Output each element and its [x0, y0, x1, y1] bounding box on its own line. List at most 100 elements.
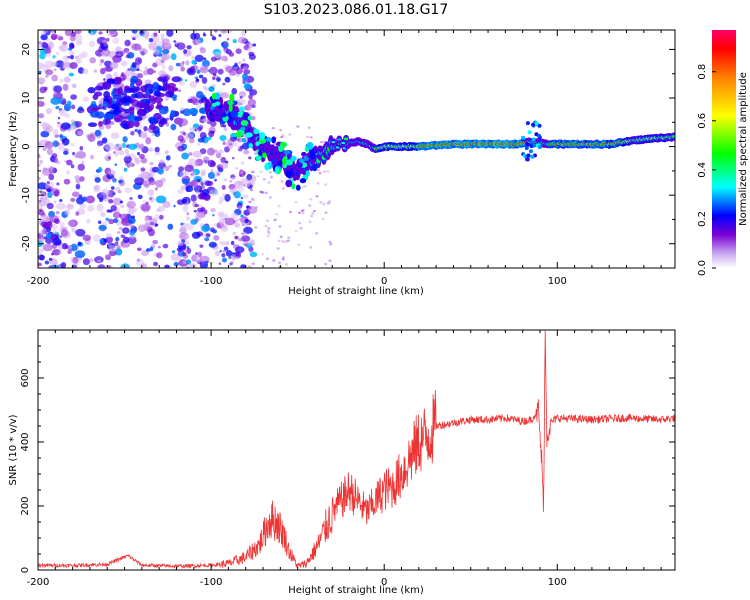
- noise-blob: [249, 251, 258, 258]
- noise-blob: [38, 199, 42, 203]
- ridge-blob: [285, 179, 293, 188]
- noise-blob: [242, 79, 246, 82]
- colorbar-tick-label: 0.4: [697, 162, 708, 178]
- noise-blob: [112, 218, 119, 224]
- noise-blob: [189, 80, 198, 88]
- noise-blob: [288, 133, 292, 136]
- noise-blob: [63, 178, 71, 185]
- noise-blob: [127, 120, 135, 129]
- noise-blob: [125, 214, 128, 217]
- noise-blob: [195, 252, 198, 255]
- noise-blob: [268, 171, 272, 174]
- noise-blob: [253, 152, 257, 155]
- noise-blob: [112, 177, 117, 182]
- noise-blob: [232, 231, 237, 236]
- noise-blob: [203, 156, 210, 164]
- noise-blob: [127, 52, 135, 59]
- noise-blob: [140, 85, 148, 93]
- noise-blob: [251, 170, 255, 174]
- noise-blob: [131, 43, 142, 51]
- ridge-blob: [245, 132, 253, 138]
- noise-blob: [223, 127, 228, 132]
- noise-blob: [45, 233, 52, 239]
- noise-blob: [130, 70, 136, 77]
- noise-blob: [299, 227, 303, 230]
- noise-blob: [186, 259, 192, 265]
- noise-blob: [240, 160, 245, 166]
- noise-blob: [166, 30, 174, 37]
- noise-blob: [241, 223, 245, 226]
- noise-blob: [118, 143, 123, 148]
- noise-blob: [124, 148, 130, 154]
- noise-blob: [240, 214, 244, 218]
- noise-blob: [199, 181, 204, 185]
- noise-blob: [188, 152, 193, 156]
- noise-blob: [112, 94, 122, 100]
- noise-blob: [129, 108, 135, 116]
- noise-blob: [177, 240, 184, 247]
- ridge-blob: [524, 146, 529, 151]
- noise-blob: [152, 47, 157, 52]
- noise-blob: [251, 262, 255, 265]
- noise-blob: [163, 41, 171, 48]
- noise-blob: [68, 72, 75, 77]
- noise-blob: [38, 112, 45, 119]
- noise-blob: [55, 60, 65, 68]
- noise-blob: [158, 214, 164, 220]
- noise-blob: [38, 62, 44, 70]
- noise-blob: [247, 206, 258, 214]
- noise-blob: [165, 155, 171, 161]
- noise-blob: [178, 166, 185, 172]
- noise-blob: [323, 170, 327, 173]
- noise-blob: [105, 233, 112, 238]
- noise-blob: [297, 211, 301, 214]
- noise-blob: [176, 42, 186, 50]
- noise-blob: [52, 156, 59, 163]
- noise-blob: [129, 223, 132, 226]
- spectrogram-ytick-label: 0: [21, 143, 32, 149]
- noise-blob: [238, 90, 247, 98]
- noise-blob: [182, 61, 185, 64]
- noise-blob: [183, 171, 190, 176]
- noise-blob: [97, 144, 101, 147]
- noise-blob: [52, 248, 61, 256]
- noise-blob: [226, 37, 230, 41]
- colorbar-ticks: 0.0 0.2 0.4 0.6 0.8: [697, 64, 716, 276]
- noise-blob: [107, 242, 112, 248]
- noise-blob: [106, 37, 110, 42]
- noise-blob: [73, 153, 76, 156]
- noise-blob: [64, 208, 70, 216]
- noise-blob: [259, 170, 263, 173]
- noise-blob: [140, 167, 146, 172]
- noise-blob: [276, 247, 280, 250]
- noise-blob: [234, 236, 238, 239]
- noise-blob: [224, 193, 231, 202]
- noise-blob: [38, 163, 41, 167]
- noise-blob: [98, 31, 103, 35]
- noise-blob: [138, 145, 145, 150]
- noise-blob: [301, 212, 305, 215]
- noise-blob: [164, 150, 169, 155]
- noise-blob: [279, 128, 283, 132]
- noise-blob: [242, 73, 248, 81]
- noise-blob: [191, 231, 201, 239]
- noise-blob: [108, 199, 114, 204]
- noise-blob: [243, 105, 249, 111]
- noise-blob: [235, 167, 239, 170]
- ridge-blob: [229, 93, 235, 102]
- noise-blob: [139, 131, 148, 139]
- noise-blob: [126, 200, 136, 209]
- noise-blob: [321, 217, 325, 220]
- noise-blob: [193, 209, 197, 213]
- noise-blob: [52, 223, 58, 231]
- noise-blob: [66, 100, 72, 107]
- noise-blob: [100, 59, 105, 64]
- noise-blob: [134, 128, 138, 133]
- ridge-blob: [531, 122, 536, 127]
- ridge-blob: [247, 115, 253, 121]
- noise-blob: [144, 66, 148, 71]
- noise-blob: [269, 176, 273, 179]
- noise-blob: [156, 208, 161, 212]
- noise-blob: [155, 179, 164, 188]
- noise-blob: [115, 236, 120, 242]
